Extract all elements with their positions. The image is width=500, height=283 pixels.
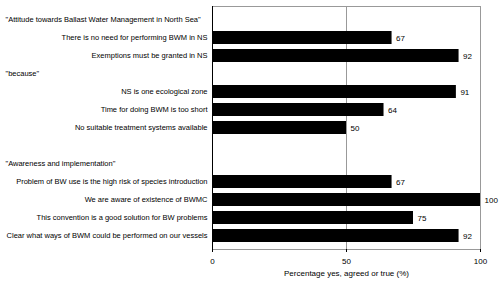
svg-text:NS is one ecological zone: NS is one ecological zone [121, 87, 207, 96]
svg-text:Time for doing BWM is too shor: Time for doing BWM is too short [101, 105, 209, 114]
svg-text:92: 92 [463, 52, 472, 61]
svg-text:Exemptions must be granted in: Exemptions must be granted in NS [92, 51, 208, 60]
svg-text:We are aware of existence of B: We are aware of existence of BWMC [85, 195, 208, 204]
svg-text:No suitable treatment systems: No suitable treatment systems available [75, 123, 208, 132]
svg-text:100: 100 [474, 257, 488, 266]
svg-text:100: 100 [485, 196, 499, 205]
svg-text:92: 92 [463, 232, 472, 241]
svg-text:This convention is a good solu: This convention is a good solution for B… [37, 213, 208, 222]
svg-text:"Awareness and implementation": "Awareness and implementation" [6, 159, 116, 168]
svg-text:0: 0 [210, 257, 215, 266]
svg-text:67: 67 [396, 178, 405, 187]
svg-text:There is no need for performin: There is no need for performing BWM in N… [62, 33, 208, 42]
svg-text:Problem of BW use is the high: Problem of BW use is the high risk of sp… [16, 177, 207, 186]
svg-text:91: 91 [460, 88, 469, 97]
svg-text:67: 67 [396, 34, 405, 43]
svg-text:64: 64 [388, 106, 397, 115]
svg-text:Clear what ways of BWM could b: Clear what ways of BWM could be performe… [7, 231, 208, 240]
svg-text:"because": "because" [6, 69, 40, 78]
svg-text:75: 75 [418, 214, 427, 223]
svg-text:50: 50 [351, 124, 360, 133]
svg-text:"Attitude towards Ballast Wate: "Attitude towards Ballast Water Manageme… [6, 15, 201, 24]
svg-text:Percentage yes, agreed or true: Percentage yes, agreed or true (%) [284, 269, 409, 278]
svg-text:50: 50 [342, 257, 351, 266]
